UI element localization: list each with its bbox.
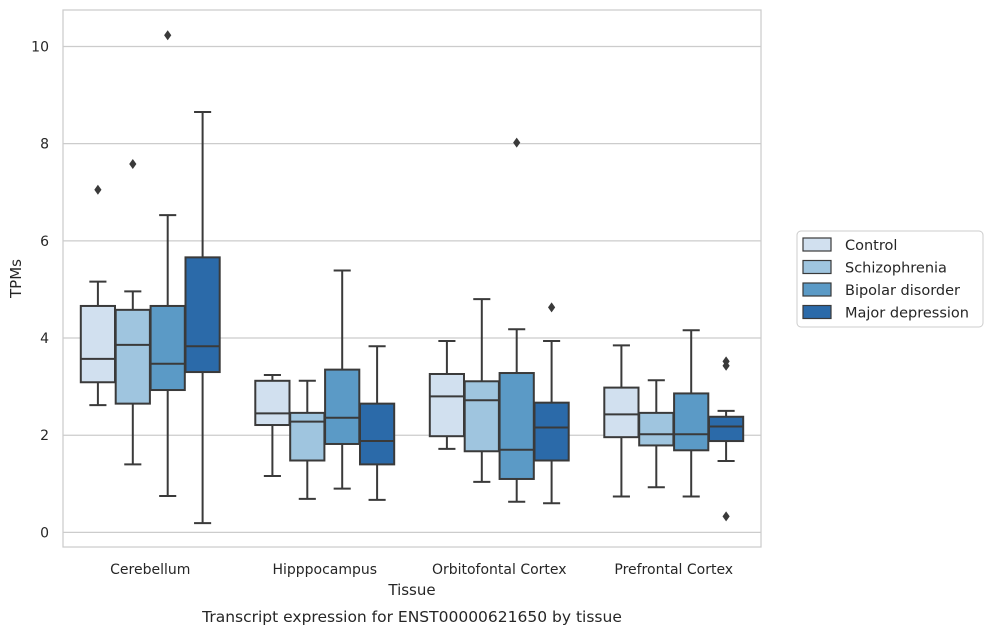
box	[463, 380, 500, 453]
box-3-0	[603, 344, 640, 498]
box	[358, 402, 396, 466]
legend-label: Schizophrenia	[845, 261, 947, 277]
box-0-3	[184, 111, 221, 525]
legend-frame	[796, 230, 984, 328]
box	[79, 304, 117, 384]
legend-label: Bipolar disorder	[845, 283, 960, 299]
outlier-point	[722, 360, 730, 371]
y-axis-label: TPMs	[7, 259, 25, 299]
y-tick-label: 4	[40, 331, 49, 347]
box	[114, 308, 151, 405]
box	[428, 372, 466, 438]
y-tick-label: 6	[40, 234, 49, 250]
box-2-0	[428, 339, 466, 450]
legend-label: Control	[845, 238, 897, 254]
box	[289, 411, 326, 462]
box	[533, 401, 570, 462]
box	[498, 372, 535, 480]
box-0-0	[79, 184, 117, 407]
box-series	[79, 30, 745, 525]
box-1-2	[324, 269, 361, 490]
plot-frame	[62, 9, 762, 548]
box	[603, 386, 640, 439]
outlier-point	[513, 137, 521, 148]
x-axis-label: Tissue	[387, 581, 435, 599]
legend-swatch	[802, 304, 832, 320]
box	[638, 411, 675, 447]
box-2-2	[498, 137, 535, 503]
legend-label: Major depression	[845, 306, 969, 322]
legend-swatch	[802, 259, 832, 275]
y-tick-labels: 0 2 4 6 8 10	[31, 39, 49, 541]
legend-swatch	[802, 282, 832, 297]
x-tick-label: Cerebellum	[110, 562, 190, 578]
box-1-0	[254, 373, 291, 478]
box-1-3	[358, 345, 396, 501]
y-tick-label: 0	[40, 525, 49, 541]
box-3-3	[707, 356, 745, 522]
outlier-point	[548, 302, 556, 313]
box	[149, 304, 186, 392]
x-tick-labels: Cerebellum Hipppocampus Orbitofontal Corte…	[110, 562, 733, 578]
box-0-2	[149, 30, 186, 497]
box-3-2	[673, 329, 710, 498]
box	[673, 392, 710, 452]
x-tick-label: Prefrontal Cortex	[614, 562, 733, 578]
legend: Control Schizophrenia Bipolar disorder Majo…	[796, 230, 984, 328]
box-2-1	[463, 298, 500, 483]
y-tick-label: 10	[31, 39, 49, 55]
box-0-1	[114, 159, 151, 466]
x-tick-label: Hipppocampus	[272, 562, 377, 578]
box	[184, 256, 221, 374]
box-2-3	[533, 302, 570, 505]
box-3-1	[638, 379, 675, 489]
box	[254, 379, 291, 427]
x-tick-label: Orbitofontal Cortex	[432, 562, 567, 578]
outlier-point	[94, 184, 102, 195]
outlier-point	[129, 159, 137, 170]
y-tick-label: 2	[40, 428, 49, 444]
outlier-point	[164, 30, 172, 41]
y-tick-label: 8	[40, 137, 49, 153]
chart-caption: Transcript expression for ENST0000062165…	[201, 608, 622, 626]
box	[324, 368, 361, 445]
legend-swatch	[802, 237, 832, 252]
outlier-point	[722, 511, 730, 522]
box	[707, 415, 745, 443]
box-1-1	[289, 379, 326, 500]
